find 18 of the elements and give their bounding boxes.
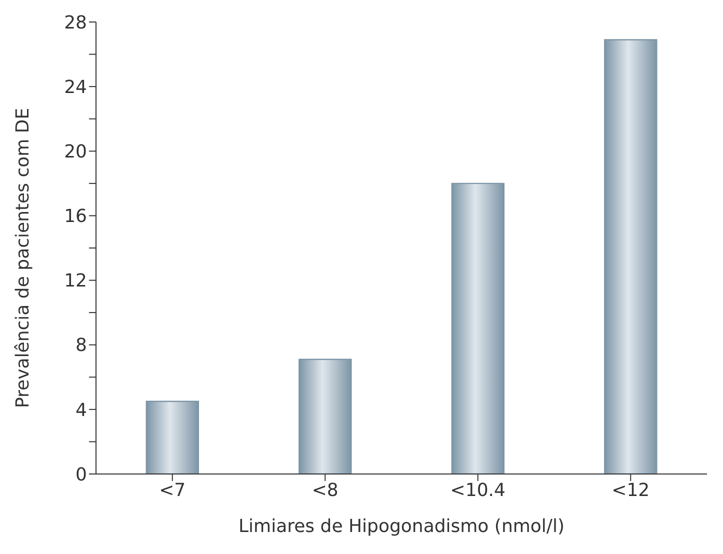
y-tick-label: 28: [64, 12, 87, 34]
y-tick-label: 4: [76, 400, 87, 421]
y-axis-title: Prevalência de pacientes com DE: [12, 108, 34, 408]
y-tick-label: 8: [76, 335, 87, 356]
x-tick-label: <8: [312, 480, 338, 501]
y-tick-label: 24: [64, 76, 87, 98]
x-tick-label: <12: [612, 480, 650, 501]
y-tick-label: 12: [64, 270, 87, 292]
x-tick-label: <10.4: [450, 480, 506, 501]
bar: [451, 182, 505, 474]
y-tick-label: 20: [64, 142, 87, 163]
bar: [146, 400, 200, 474]
y-tick-label: 0: [76, 464, 87, 486]
y-tick-label: 16: [64, 206, 87, 228]
x-tick-label: <7: [159, 480, 186, 501]
bar: [298, 358, 352, 474]
x-axis-title: Limiares de Hipogonadismo (nmol/l): [238, 516, 564, 537]
bar: [604, 39, 658, 474]
